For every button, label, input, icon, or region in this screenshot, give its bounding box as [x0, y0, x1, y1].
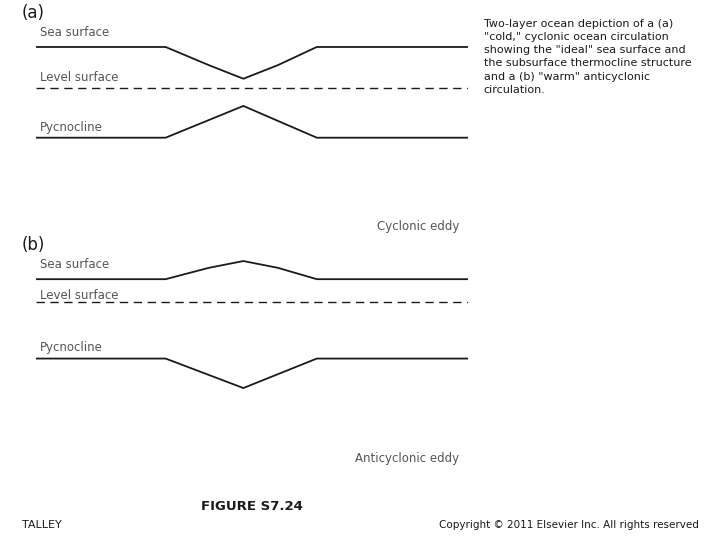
Text: (a): (a) [22, 4, 45, 22]
Text: TALLEY: TALLEY [22, 520, 61, 530]
Text: Anticyclonic eddy: Anticyclonic eddy [355, 452, 459, 465]
Text: FIGURE S7.24: FIGURE S7.24 [201, 500, 303, 512]
Text: Pycnocline: Pycnocline [40, 341, 103, 354]
Text: Level surface: Level surface [40, 289, 119, 302]
Text: Sea surface: Sea surface [40, 26, 109, 39]
Text: Copyright © 2011 Elsevier Inc. All rights reserved: Copyright © 2011 Elsevier Inc. All right… [438, 520, 698, 530]
Text: Pycnocline: Pycnocline [40, 122, 103, 134]
Text: (b): (b) [22, 236, 45, 254]
Text: Level surface: Level surface [40, 71, 119, 84]
Text: Cyclonic eddy: Cyclonic eddy [377, 220, 459, 233]
Text: Two-layer ocean depiction of a (a)
"cold," cyclonic ocean circulation
showing th: Two-layer ocean depiction of a (a) "cold… [484, 19, 691, 95]
Text: Sea surface: Sea surface [40, 258, 109, 271]
